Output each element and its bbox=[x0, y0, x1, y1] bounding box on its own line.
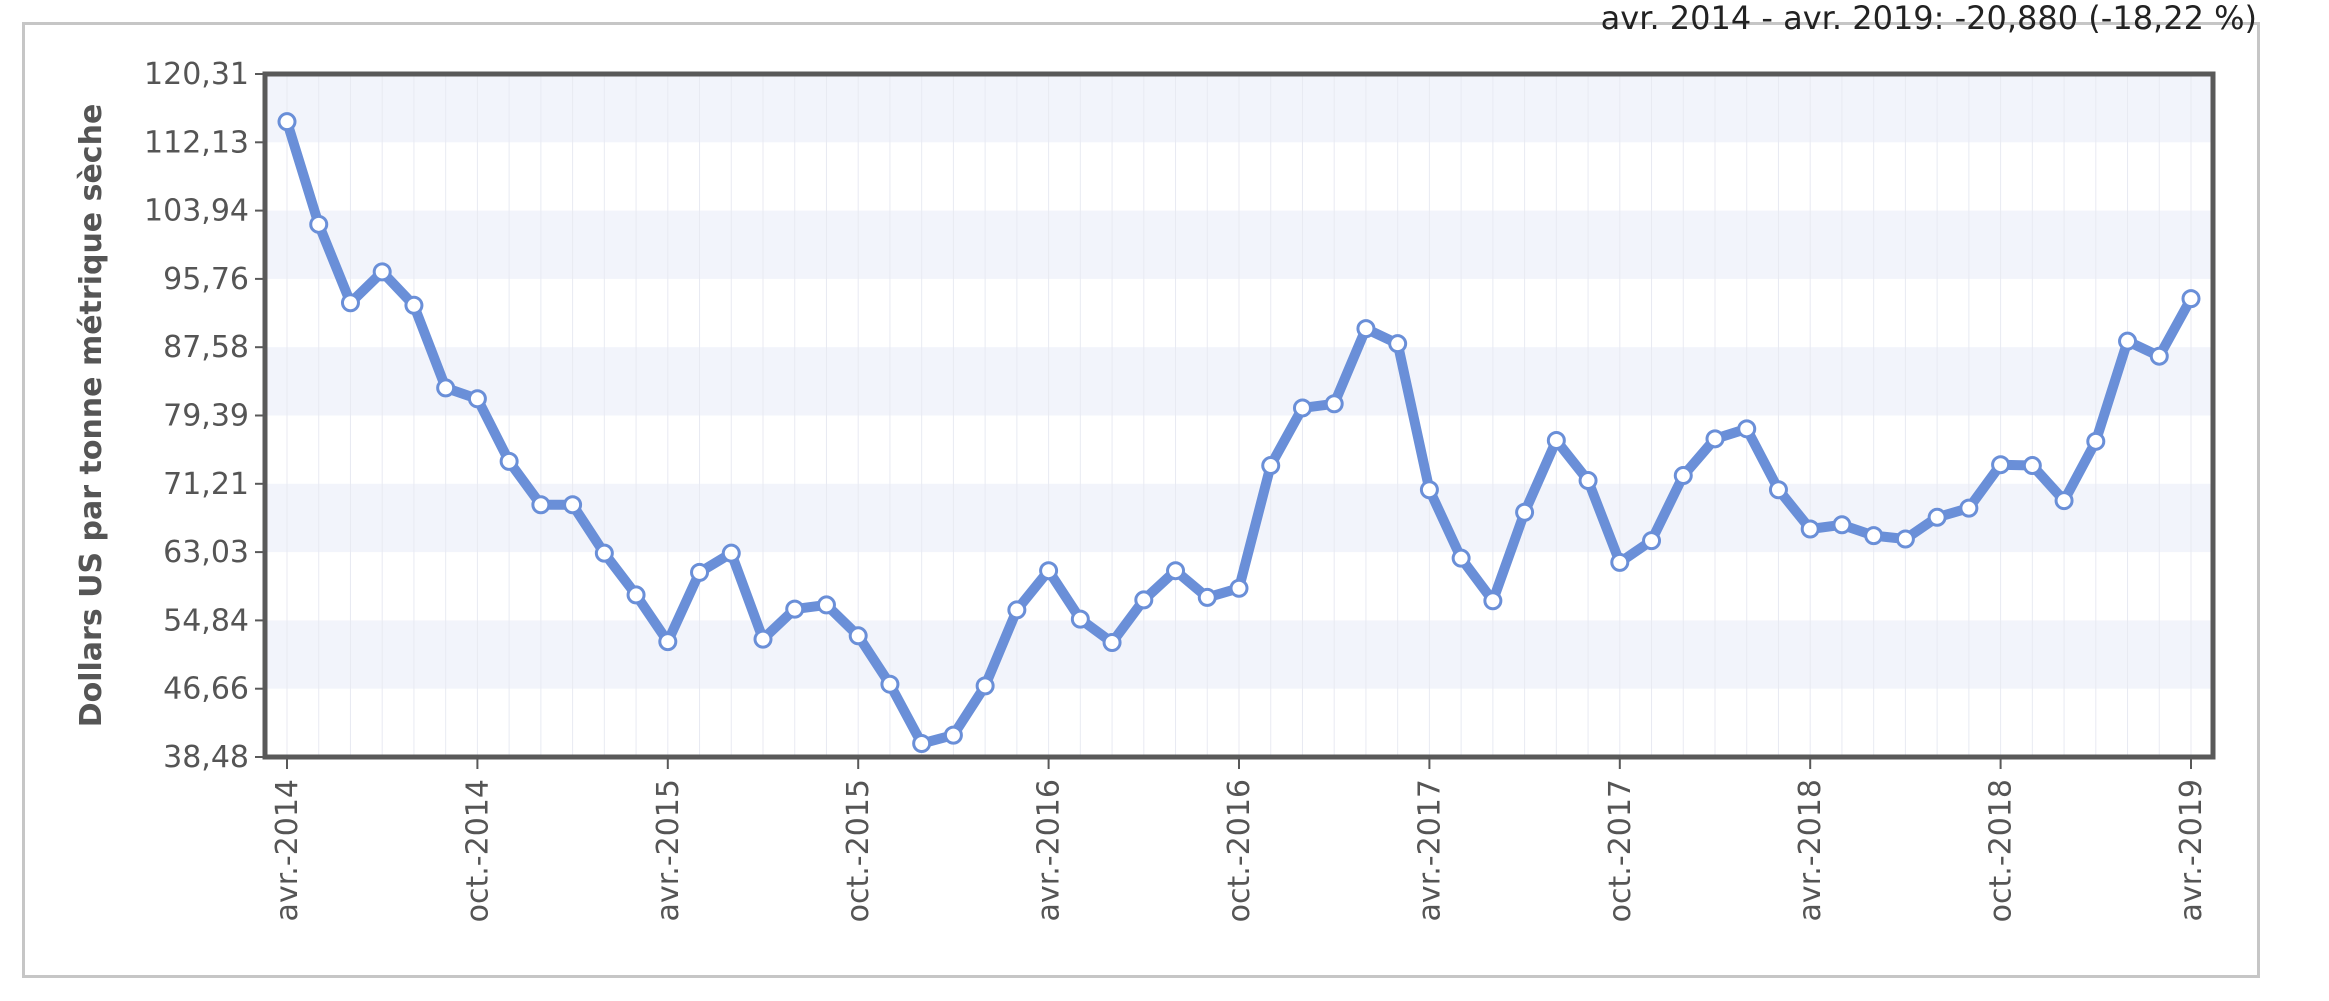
vertical-gridlines bbox=[286, 74, 2192, 757]
data-point[interactable] bbox=[1292, 398, 1312, 418]
data-point[interactable] bbox=[912, 733, 932, 753]
data-point[interactable] bbox=[1895, 529, 1915, 549]
data-point[interactable] bbox=[563, 495, 583, 515]
data-point[interactable] bbox=[1388, 334, 1408, 354]
y-tick-label: 71,21 bbox=[163, 467, 249, 502]
y-tick-label: 120,31 bbox=[144, 57, 249, 92]
x-tick-label: avr.-2018 bbox=[1793, 779, 1828, 921]
y-tick-label: 95,76 bbox=[163, 262, 249, 297]
data-point[interactable] bbox=[1705, 429, 1725, 449]
data-point[interactable] bbox=[1070, 609, 1090, 629]
data-point[interactable] bbox=[753, 629, 773, 649]
data-point[interactable] bbox=[1229, 578, 1249, 598]
header-note: avr. 2014 - avr. 2019: -20,880 (-18,22 %… bbox=[1600, 0, 2257, 37]
data-point[interactable] bbox=[1578, 471, 1598, 491]
data-point[interactable] bbox=[2054, 491, 2074, 511]
data-point[interactable] bbox=[816, 595, 836, 615]
data-point[interactable] bbox=[2149, 346, 2169, 366]
data-point[interactable] bbox=[943, 725, 963, 745]
data-point[interactable] bbox=[1864, 526, 1884, 546]
data-point[interactable] bbox=[436, 378, 456, 398]
data-point[interactable] bbox=[1991, 455, 2011, 475]
y-axis-label: Dollars US par tonne métrique sèche bbox=[74, 104, 109, 728]
data-point[interactable] bbox=[2086, 431, 2106, 451]
x-tick-label: oct.-2017 bbox=[1603, 779, 1638, 922]
data-point[interactable] bbox=[1102, 632, 1122, 652]
x-tick-label: oct.-2015 bbox=[841, 779, 876, 922]
x-tick-label: oct.-2014 bbox=[460, 779, 495, 922]
y-tick-label: 103,94 bbox=[144, 194, 249, 229]
x-tick-label: avr.-2017 bbox=[1412, 779, 1447, 921]
data-point[interactable] bbox=[1039, 561, 1059, 581]
x-tick-label: avr.-2015 bbox=[651, 779, 686, 921]
data-point[interactable] bbox=[1324, 394, 1344, 414]
data-point[interactable] bbox=[1610, 552, 1630, 572]
data-point[interactable] bbox=[340, 293, 360, 313]
data-point[interactable] bbox=[372, 262, 392, 282]
y-tick-label: 79,39 bbox=[163, 399, 249, 434]
data-point[interactable] bbox=[2022, 456, 2042, 476]
data-point[interactable] bbox=[1927, 507, 1947, 527]
data-point[interactable] bbox=[690, 562, 710, 582]
data-point[interactable] bbox=[1959, 498, 1979, 518]
data-point[interactable] bbox=[1737, 419, 1757, 439]
data-point[interactable] bbox=[2181, 289, 2201, 309]
x-tick-label: avr.-2019 bbox=[2174, 779, 2209, 921]
chart-frame: avr. 2014 - avr. 2019: -20,880 (-18,22 %… bbox=[22, 0, 2260, 978]
data-point[interactable] bbox=[2118, 331, 2138, 351]
data-point[interactable] bbox=[1419, 480, 1439, 500]
data-point[interactable] bbox=[721, 543, 741, 563]
data-point[interactable] bbox=[1197, 587, 1217, 607]
data-point[interactable] bbox=[309, 214, 329, 234]
series-markers bbox=[277, 112, 2201, 753]
data-point[interactable] bbox=[1800, 519, 1820, 539]
x-tick-label: avr.-2014 bbox=[270, 779, 305, 921]
data-point[interactable] bbox=[1261, 456, 1281, 476]
data-point[interactable] bbox=[1007, 600, 1027, 620]
y-tick-label: 87,58 bbox=[163, 330, 249, 365]
data-point[interactable] bbox=[658, 632, 678, 652]
x-axis-ticks: avr.-2014 oct.-2014 avr.-2015 oct.-2015 avr.… bbox=[270, 757, 2209, 922]
data-point[interactable] bbox=[880, 674, 900, 694]
x-tick-label: avr.-2016 bbox=[1032, 779, 1067, 921]
data-point[interactable] bbox=[594, 543, 614, 563]
x-tick-label: oct.-2018 bbox=[1984, 779, 2019, 922]
data-point[interactable] bbox=[785, 599, 805, 619]
data-point[interactable] bbox=[499, 451, 519, 471]
y-tick-label: 112,13 bbox=[144, 125, 249, 160]
data-point[interactable] bbox=[1356, 319, 1376, 339]
data-point[interactable] bbox=[277, 112, 297, 132]
y-tick-label: 63,03 bbox=[163, 535, 249, 570]
data-point[interactable] bbox=[975, 676, 995, 696]
data-point[interactable] bbox=[1166, 561, 1186, 581]
data-point[interactable] bbox=[404, 295, 424, 315]
data-point[interactable] bbox=[1642, 531, 1662, 551]
data-point[interactable] bbox=[467, 389, 487, 409]
data-point[interactable] bbox=[1546, 430, 1566, 450]
data-point[interactable] bbox=[626, 585, 646, 605]
data-point[interactable] bbox=[531, 495, 551, 515]
line-chart: 38,48 46,66 54,84 63,03 71,21 79,39 87,58 95,76… bbox=[74, 57, 2216, 922]
data-point[interactable] bbox=[1768, 480, 1788, 500]
data-point[interactable] bbox=[1451, 548, 1471, 568]
y-tick-label: 54,84 bbox=[163, 603, 249, 638]
data-point[interactable] bbox=[1483, 591, 1503, 611]
x-tick-label: oct.-2016 bbox=[1222, 779, 1257, 922]
data-point[interactable] bbox=[1673, 466, 1693, 486]
y-tick-label: 38,48 bbox=[163, 740, 249, 775]
data-point[interactable] bbox=[1515, 502, 1535, 522]
data-point[interactable] bbox=[1832, 515, 1852, 535]
y-axis-ticks: 38,48 46,66 54,84 63,03 71,21 79,39 87,58 95,76… bbox=[144, 57, 265, 775]
data-point[interactable] bbox=[1134, 590, 1154, 610]
y-tick-label: 46,66 bbox=[163, 672, 249, 707]
data-point[interactable] bbox=[848, 626, 868, 646]
